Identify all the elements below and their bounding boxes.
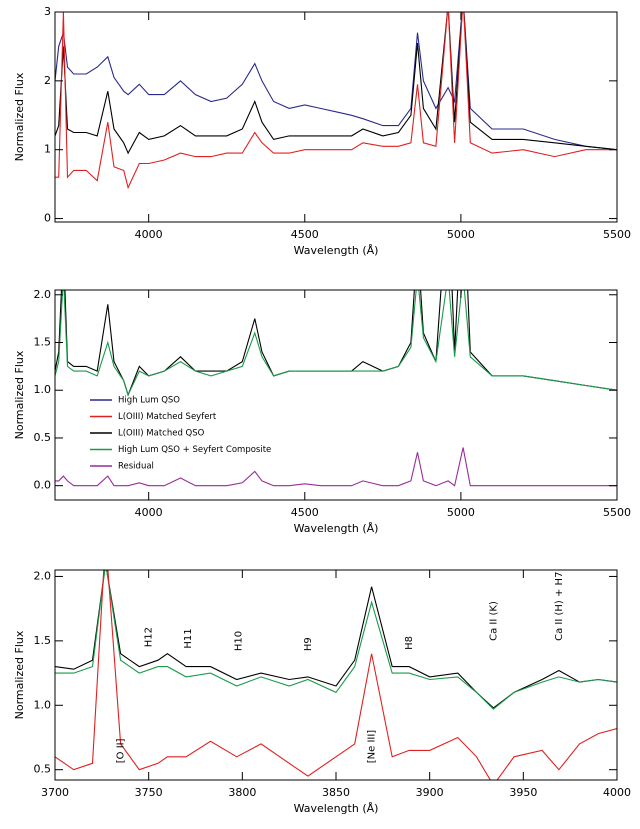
x-tick-label: 3750 — [135, 786, 163, 799]
x-tick-label: 4000 — [603, 786, 631, 799]
x-tick-label: 4000 — [135, 228, 163, 241]
y-axis-label: Normalized Flux — [13, 630, 26, 719]
spectrum-line — [55, 290, 617, 397]
x-tick-label: 5000 — [447, 228, 475, 241]
spectrum-line — [55, 12, 617, 155]
plot-frame — [54, 569, 618, 781]
plot-lines — [55, 12, 617, 190]
x-tick-label: 4000 — [135, 506, 163, 519]
spectrum-line — [55, 290, 617, 397]
y-axis-label: Normalized Flux — [13, 72, 26, 161]
x-tick-label: 3900 — [416, 786, 444, 799]
x-tick-label: 5000 — [447, 506, 475, 519]
x-tick-label: 3950 — [509, 786, 537, 799]
y-tick-label: 1.0 — [34, 698, 52, 711]
y-tick-label: 1.5 — [34, 634, 52, 647]
x-tick-label: 3800 — [228, 786, 256, 799]
legend-label: High Lum QSO + Seyfert Composite — [118, 445, 271, 455]
plot-lines — [55, 290, 617, 487]
spectrum-line — [55, 12, 617, 190]
x-tick-label: 4500 — [291, 228, 319, 241]
spectrum-line — [55, 447, 617, 487]
annotation: [Ne III] — [367, 730, 378, 764]
x-tick-label: 3700 — [41, 786, 69, 799]
x-tick-label: 3850 — [322, 786, 350, 799]
y-tick-label: 0.0 — [34, 479, 52, 492]
annotation: Ca II (H) + H7 — [554, 572, 565, 641]
legend-label: L(OIII) Matched Seyfert — [118, 412, 217, 422]
x-axis-label: Wavelength (Å) — [294, 244, 379, 257]
y-tick-label: 1 — [44, 143, 51, 156]
annotation: H11 — [183, 628, 194, 648]
plot-frame — [54, 289, 618, 501]
annotation: H10 — [234, 631, 245, 651]
annotation: H8 — [404, 636, 415, 650]
y-tick-label: 2.0 — [34, 569, 52, 582]
plot-lines — [55, 570, 617, 780]
x-axis-label: Wavelength (Å) — [294, 802, 379, 815]
spectrum-line — [55, 570, 617, 710]
x-tick-label: 5500 — [603, 228, 631, 241]
legend-label: L(OIII) Matched QSO — [118, 429, 205, 439]
y-axis-label: Normalized Flux — [13, 350, 26, 439]
y-tick-label: 3 — [44, 5, 51, 18]
annotation: [O II] — [116, 738, 127, 763]
y-tick-label: 2.0 — [34, 288, 52, 301]
y-tick-label: 1.5 — [34, 336, 52, 349]
annotation: H9 — [303, 637, 314, 651]
x-axis-label: Wavelength (Å) — [294, 522, 379, 535]
x-tick-label: 4500 — [291, 506, 319, 519]
legend-label: High Lum QSO — [118, 396, 180, 406]
y-tick-label: 1.0 — [34, 383, 52, 396]
annotation: Ca II (K) — [488, 601, 499, 641]
spectrum-line — [55, 12, 617, 151]
legend-label: Residual — [118, 462, 154, 472]
y-tick-label: 2 — [44, 74, 51, 87]
plot-frame — [54, 11, 618, 223]
y-tick-label: 0 — [44, 212, 51, 225]
annotation: H12 — [144, 627, 155, 647]
y-tick-label: 0.5 — [34, 763, 52, 776]
spectrum-line — [55, 570, 617, 780]
spectrum-line — [55, 570, 617, 709]
x-tick-label: 5500 — [603, 506, 631, 519]
y-tick-label: 0.5 — [34, 431, 52, 444]
